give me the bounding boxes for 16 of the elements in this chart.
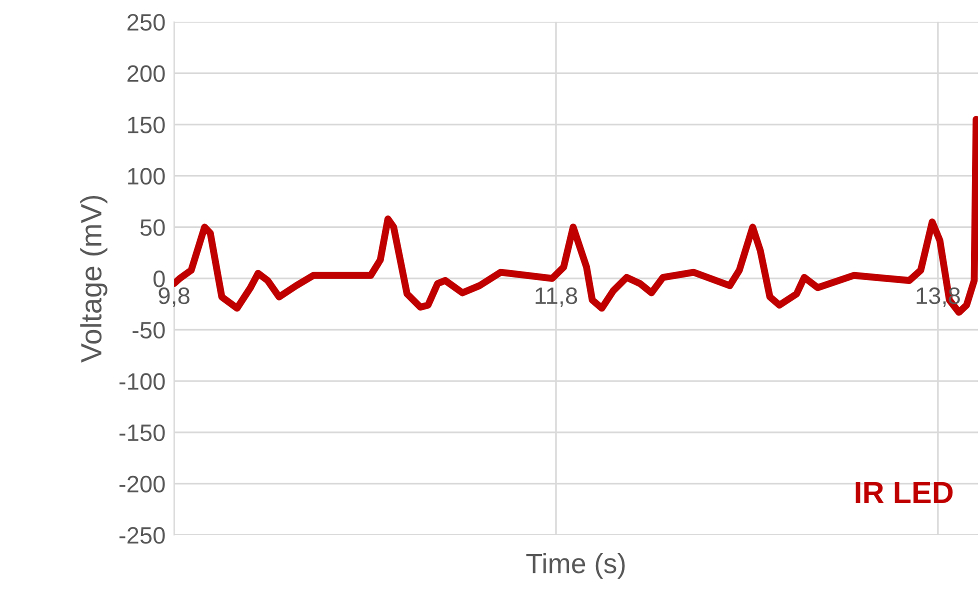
- x-axis-title: Time (s): [526, 552, 625, 579]
- y-tick-label: -250: [120, 527, 165, 544]
- y-tick-label: -200: [120, 476, 165, 492]
- y-tick-label: 0: [154, 270, 165, 288]
- y-tick-label: 100: [128, 168, 165, 185]
- y-tick-label: 50: [140, 219, 165, 236]
- x-tick-label: 11,8: [536, 287, 578, 307]
- y-tick-label: -150: [120, 424, 165, 442]
- x-tick-label: 9,8: [158, 287, 190, 307]
- y-tick-label: -50: [132, 322, 165, 339]
- y-tick-label: 200: [128, 65, 165, 82]
- y-tick-label: -100: [120, 373, 165, 390]
- y-axis-title: Voltage (mV): [80, 196, 108, 363]
- y-tick-label: 250: [128, 14, 165, 31]
- text: IR LED: [856, 482, 953, 503]
- y-tick-label: 150: [128, 116, 165, 134]
